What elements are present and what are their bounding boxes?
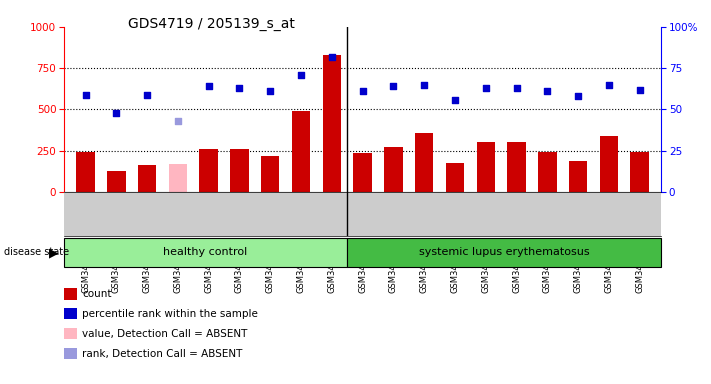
Text: systemic lupus erythematosus: systemic lupus erythematosus [419,247,589,258]
Bar [169,164,187,192]
Bar [538,152,557,192]
Point [326,53,338,60]
Bar [384,147,402,192]
Text: value, Detection Call = ABSENT: value, Detection Call = ABSENT [82,329,248,339]
Bar [446,163,464,192]
Bar [415,132,434,192]
Point [480,85,491,91]
Bar [138,165,156,192]
Bar [476,142,495,192]
Point [572,93,584,99]
Point [634,86,646,93]
Text: disease state: disease state [4,247,69,258]
Point [111,110,122,116]
Text: count: count [82,289,112,299]
Point [141,91,153,98]
Bar [200,149,218,192]
Point [449,96,461,103]
Bar [76,152,95,192]
Bar [631,152,649,192]
Point [172,118,183,124]
Point [264,88,276,94]
Point [357,88,368,94]
Point [295,72,306,78]
Bar [292,111,310,192]
Text: GDS4719 / 205139_s_at: GDS4719 / 205139_s_at [128,17,295,31]
Bar [599,136,618,192]
Point [542,88,553,94]
Point [387,83,399,89]
FancyBboxPatch shape [64,238,347,267]
Point [80,91,91,98]
Bar [569,161,587,192]
Point [419,81,430,88]
Bar [508,142,525,192]
Text: ▶: ▶ [48,246,58,259]
FancyBboxPatch shape [347,238,661,267]
Bar [323,55,341,192]
Point [203,83,215,89]
Bar [261,156,279,192]
Text: healthy control: healthy control [164,247,247,258]
Text: percentile rank within the sample: percentile rank within the sample [82,309,258,319]
Bar [107,170,126,192]
Point [603,81,614,88]
Point [510,85,522,91]
Text: rank, Detection Call = ABSENT: rank, Detection Call = ABSENT [82,349,243,359]
Point [234,85,245,91]
Bar [353,153,372,192]
Bar [230,149,249,192]
